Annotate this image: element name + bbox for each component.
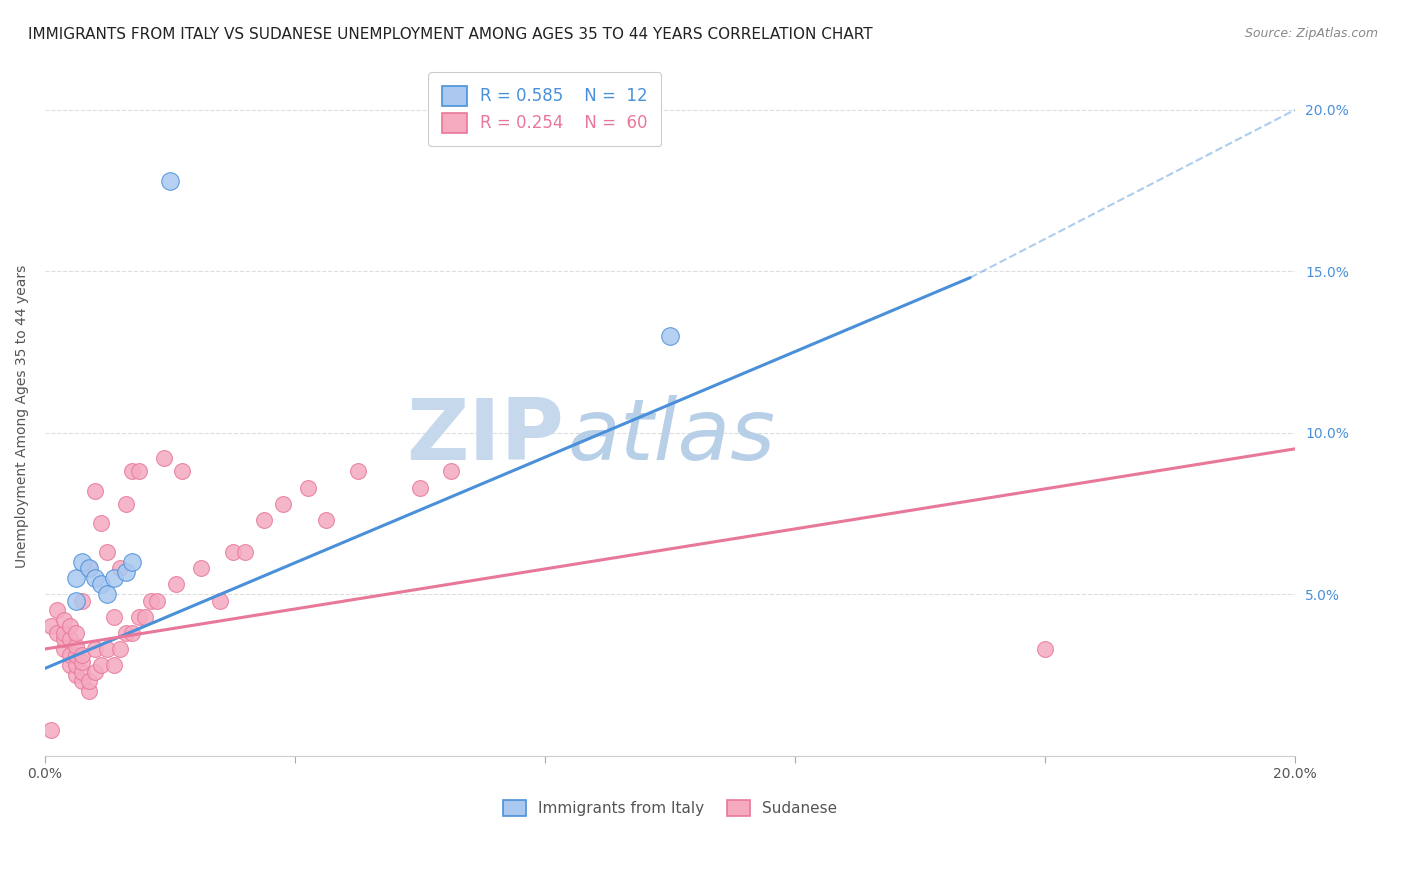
Point	[115, 625, 138, 640]
Text: Source: ZipAtlas.com: Source: ZipAtlas.com	[1244, 27, 1378, 40]
Point	[72, 555, 94, 569]
Point	[96, 642, 118, 657]
Point	[103, 609, 125, 624]
Point	[65, 668, 87, 682]
Point	[271, 497, 294, 511]
Point	[59, 632, 82, 647]
Point	[96, 545, 118, 559]
Point	[77, 561, 100, 575]
Point	[77, 561, 100, 575]
Point	[72, 674, 94, 689]
Point	[96, 587, 118, 601]
Point	[72, 593, 94, 607]
Point	[90, 658, 112, 673]
Point	[72, 655, 94, 669]
Point	[146, 593, 169, 607]
Point	[409, 481, 432, 495]
Legend: Immigrants from Italy, Sudanese: Immigrants from Italy, Sudanese	[496, 794, 844, 822]
Point	[77, 684, 100, 698]
Point	[121, 464, 143, 478]
Point	[172, 464, 194, 478]
Point	[84, 571, 107, 585]
Point	[39, 723, 62, 737]
Point	[190, 561, 212, 575]
Point	[115, 497, 138, 511]
Point	[128, 609, 150, 624]
Point	[65, 639, 87, 653]
Point	[115, 565, 138, 579]
Point	[52, 632, 75, 647]
Point	[52, 642, 75, 657]
Point	[346, 464, 368, 478]
Point	[121, 555, 143, 569]
Point	[65, 625, 87, 640]
Point	[46, 603, 69, 617]
Point	[39, 619, 62, 633]
Point	[65, 571, 87, 585]
Point	[253, 513, 276, 527]
Point	[233, 545, 256, 559]
Point	[90, 516, 112, 530]
Point	[77, 674, 100, 689]
Point	[72, 665, 94, 679]
Point	[46, 625, 69, 640]
Point	[84, 665, 107, 679]
Point	[72, 648, 94, 663]
Y-axis label: Unemployment Among Ages 35 to 44 years: Unemployment Among Ages 35 to 44 years	[15, 265, 30, 568]
Point	[315, 513, 337, 527]
Point	[659, 328, 682, 343]
Point	[134, 609, 156, 624]
Point	[65, 593, 87, 607]
Point	[108, 642, 131, 657]
Point	[103, 571, 125, 585]
Point	[1033, 642, 1056, 657]
Point	[221, 545, 243, 559]
Point	[297, 481, 319, 495]
Text: atlas: atlas	[568, 395, 776, 478]
Point	[65, 658, 87, 673]
Point	[121, 625, 143, 640]
Point	[141, 593, 163, 607]
Point	[90, 577, 112, 591]
Point	[52, 613, 75, 627]
Point	[59, 658, 82, 673]
Point	[59, 619, 82, 633]
Point	[84, 642, 107, 657]
Point	[84, 483, 107, 498]
Point	[165, 577, 187, 591]
Point	[128, 464, 150, 478]
Point	[152, 451, 174, 466]
Point	[65, 648, 87, 663]
Text: ZIP: ZIP	[406, 395, 564, 478]
Point	[52, 625, 75, 640]
Point	[208, 593, 231, 607]
Point	[159, 174, 181, 188]
Point	[440, 464, 463, 478]
Point	[59, 648, 82, 663]
Text: IMMIGRANTS FROM ITALY VS SUDANESE UNEMPLOYMENT AMONG AGES 35 TO 44 YEARS CORRELA: IMMIGRANTS FROM ITALY VS SUDANESE UNEMPL…	[28, 27, 873, 42]
Point	[103, 658, 125, 673]
Point	[108, 561, 131, 575]
